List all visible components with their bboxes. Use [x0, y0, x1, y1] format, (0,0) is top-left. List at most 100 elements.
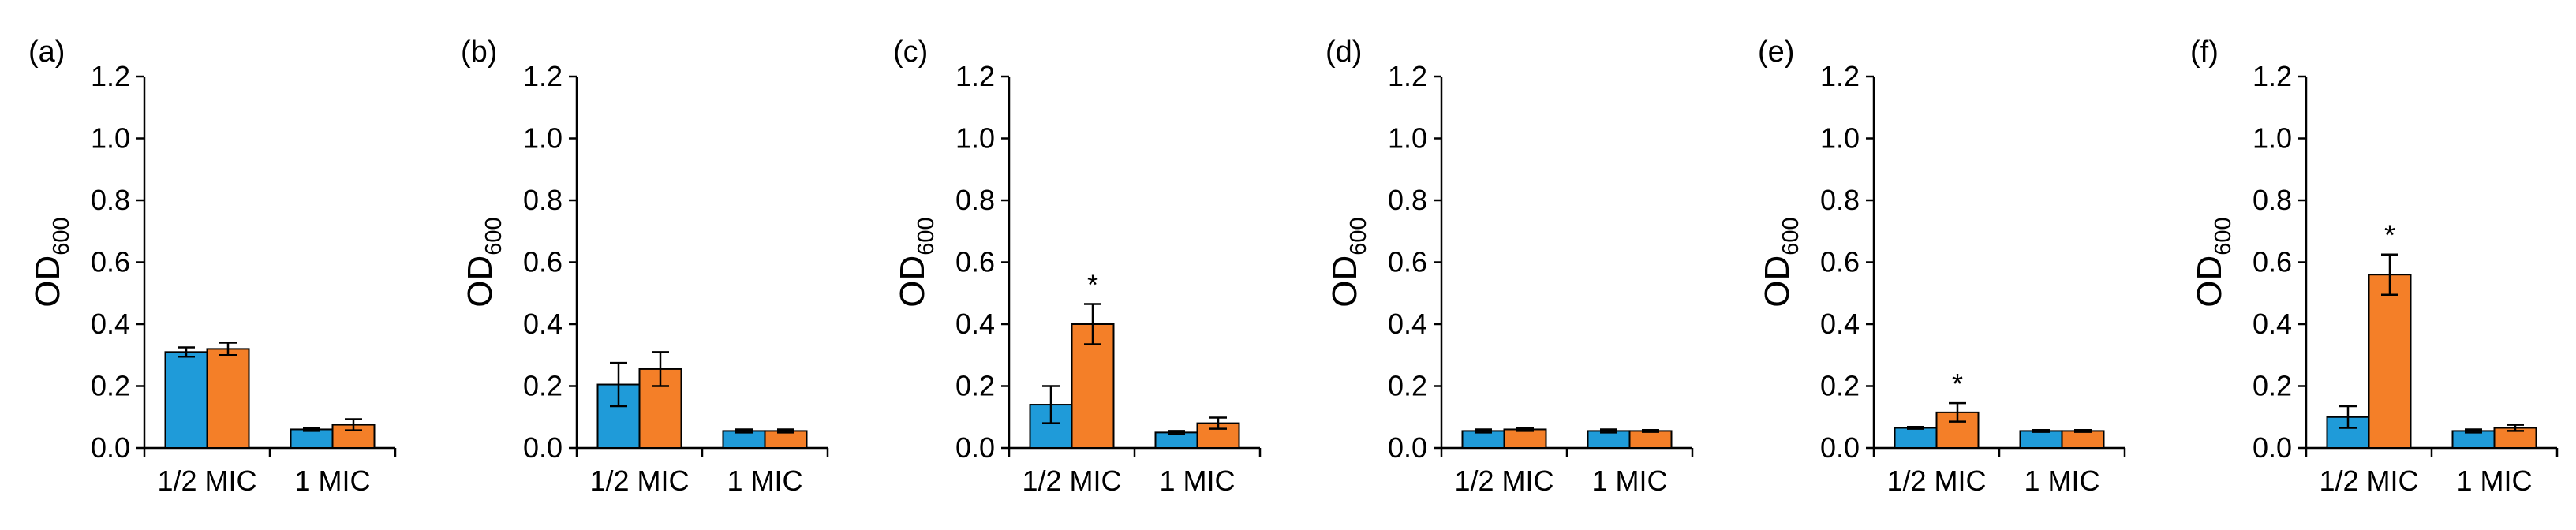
y-tick-label: 0.0	[1820, 431, 1860, 464]
y-tick-label: 0.8	[91, 184, 130, 216]
y-tick-label: 1.2	[523, 60, 563, 92]
panel-letter: (f)	[2190, 35, 2219, 69]
y-tick-label: 1.2	[2253, 60, 2292, 92]
y-axis-label-main: OD	[1325, 256, 1364, 308]
chart-panel-a: (a) OD600 0.0 0.2 0.4 0.6 0.8 1.0 1.2 1/2 MIC 1 MI…	[28, 35, 397, 497]
significance-mark: *	[2384, 219, 2395, 252]
x-category-label: 1 MIC	[294, 465, 370, 497]
y-tick-label: 0.2	[1820, 370, 1860, 402]
x-category-label: 1/2 MIC	[589, 465, 689, 497]
y-tick-label: 0.8	[955, 184, 995, 216]
panel-letter: (e)	[1758, 35, 1794, 69]
y-axis-label: OD600	[28, 217, 74, 307]
y-axis-label: OD600	[1758, 217, 1804, 307]
y-tick-label: 0.6	[523, 246, 563, 278]
y-axis-label-main: OD	[1758, 256, 1796, 308]
bar-d-cat1-s1	[1628, 430, 1673, 449]
bar-d-cat0-s1	[1503, 428, 1547, 450]
y-axis-label: OD600	[461, 217, 507, 307]
y-axis-label-main: OD	[893, 256, 932, 308]
y-tick-label: 0.2	[523, 370, 563, 402]
y-axis-label-subscript: 600	[2211, 217, 2236, 255]
chart-panel-c: (c) OD600 0.0 0.2 0.4 0.6 0.8 1.0 1.2 1/2 MIC 1 MI…	[893, 35, 1262, 497]
bar-b-cat1-s1	[764, 430, 808, 449]
y-tick-label: 0.0	[91, 431, 130, 464]
y-tick-label: 0.6	[91, 246, 130, 278]
y-tick-label: 0.4	[91, 308, 130, 340]
bar-b-cat0-s0	[596, 383, 641, 450]
chart-panel-e: (e) OD600 0.0 0.2 0.4 0.6 0.8 1.0 1.2 1/2 MIC 1 MI…	[1758, 35, 2126, 497]
y-tick-label: 0.0	[1388, 431, 1427, 464]
y-tick-label: 1.0	[523, 122, 563, 155]
bar-d-cat0-s0	[1461, 430, 1505, 449]
y-tick-label: 0.4	[523, 308, 563, 340]
y-axis-label: OD600	[1325, 217, 1371, 307]
y-tick-label: 0.6	[1388, 246, 1427, 278]
y-axis-label: OD600	[893, 217, 939, 307]
panel-letter: (a)	[28, 35, 65, 69]
y-tick-label: 1.0	[955, 122, 995, 155]
x-category-label: 1/2 MIC	[2319, 465, 2418, 497]
y-tick-label: 0.2	[955, 370, 995, 402]
y-tick-label: 0.2	[2253, 370, 2292, 402]
y-tick-label: 0.8	[1388, 184, 1427, 216]
chart-panel-f: (f) OD600 0.0 0.2 0.4 0.6 0.8 1.0 1.2 1/2 MIC 1 MI…	[2190, 35, 2559, 497]
bar-b-cat1-s0	[722, 430, 766, 449]
y-axis-label: OD600	[2190, 217, 2236, 307]
y-tick-label: 1.2	[1388, 60, 1427, 92]
panel-letter: (c)	[893, 35, 928, 69]
y-tick-label: 0.8	[2253, 184, 2292, 216]
y-tick-label: 0.2	[91, 370, 130, 402]
y-tick-label: 1.0	[1820, 122, 1860, 155]
bar-a-cat1-s0	[290, 428, 334, 450]
x-category-label: 1 MIC	[2456, 465, 2532, 497]
y-tick-label: 0.4	[955, 308, 995, 340]
y-tick-label: 0.8	[523, 184, 563, 216]
bar-e-cat0-s0	[1894, 427, 1938, 449]
y-axis-label-subscript: 600	[914, 217, 939, 255]
y-tick-label: 0.4	[2253, 308, 2292, 340]
y-tick-label: 0.6	[2253, 246, 2292, 278]
bar-f-cat1-s0	[2451, 430, 2496, 449]
y-tick-label: 1.0	[1388, 122, 1427, 155]
bar-f-cat0-s1	[2368, 274, 2412, 450]
x-category-label: 1 MIC	[1159, 465, 1235, 497]
panel-letter: (b)	[461, 35, 497, 69]
significance-mark: *	[1952, 368, 1963, 400]
y-tick-label: 0.0	[2253, 431, 2292, 464]
x-category-label: 1/2 MIC	[1454, 465, 1553, 497]
y-tick-label: 1.2	[955, 60, 995, 92]
bar-a-cat0-s0	[164, 351, 208, 450]
y-axis-label-subscript: 600	[49, 217, 74, 255]
chart-panel-b: (b) OD600 0.0 0.2 0.4 0.6 0.8 1.0 1.2 1/2 MIC 1 MI…	[461, 35, 829, 497]
y-tick-label: 0.2	[1388, 370, 1427, 402]
x-category-label: 1/2 MIC	[1022, 465, 1121, 497]
y-tick-label: 1.0	[91, 122, 130, 155]
y-tick-label: 0.0	[955, 431, 995, 464]
y-axis-label-subscript: 600	[1778, 217, 1804, 255]
panel-letter: (d)	[1325, 35, 1362, 69]
y-tick-label: 0.0	[523, 431, 563, 464]
y-tick-label: 0.6	[1820, 246, 1860, 278]
y-axis-label-subscript: 600	[1346, 217, 1371, 255]
y-axis-label-main: OD	[28, 256, 67, 308]
bar-e-cat1-s1	[2061, 430, 2105, 449]
y-tick-label: 1.2	[91, 60, 130, 92]
y-axis-label-main: OD	[461, 256, 499, 308]
y-tick-label: 0.6	[955, 246, 995, 278]
x-category-label: 1 MIC	[1591, 465, 1667, 497]
bar-e-cat1-s0	[2019, 430, 2063, 449]
x-category-label: 1 MIC	[727, 465, 802, 497]
y-tick-label: 1.0	[2253, 122, 2292, 155]
x-category-label: 1/2 MIC	[157, 465, 256, 497]
y-tick-label: 0.4	[1820, 308, 1860, 340]
chart-panel-d: (d) OD600 0.0 0.2 0.4 0.6 0.8 1.0 1.2 1/2 MIC 1 MI…	[1325, 35, 1694, 497]
x-category-label: 1/2 MIC	[1886, 465, 1986, 497]
significance-mark: *	[1087, 268, 1098, 300]
y-tick-label: 0.4	[1388, 308, 1427, 340]
x-category-label: 1 MIC	[2024, 465, 2099, 497]
y-axis-label-subscript: 600	[481, 217, 507, 255]
y-tick-label: 1.2	[1820, 60, 1860, 92]
y-axis-label-main: OD	[2190, 256, 2229, 308]
